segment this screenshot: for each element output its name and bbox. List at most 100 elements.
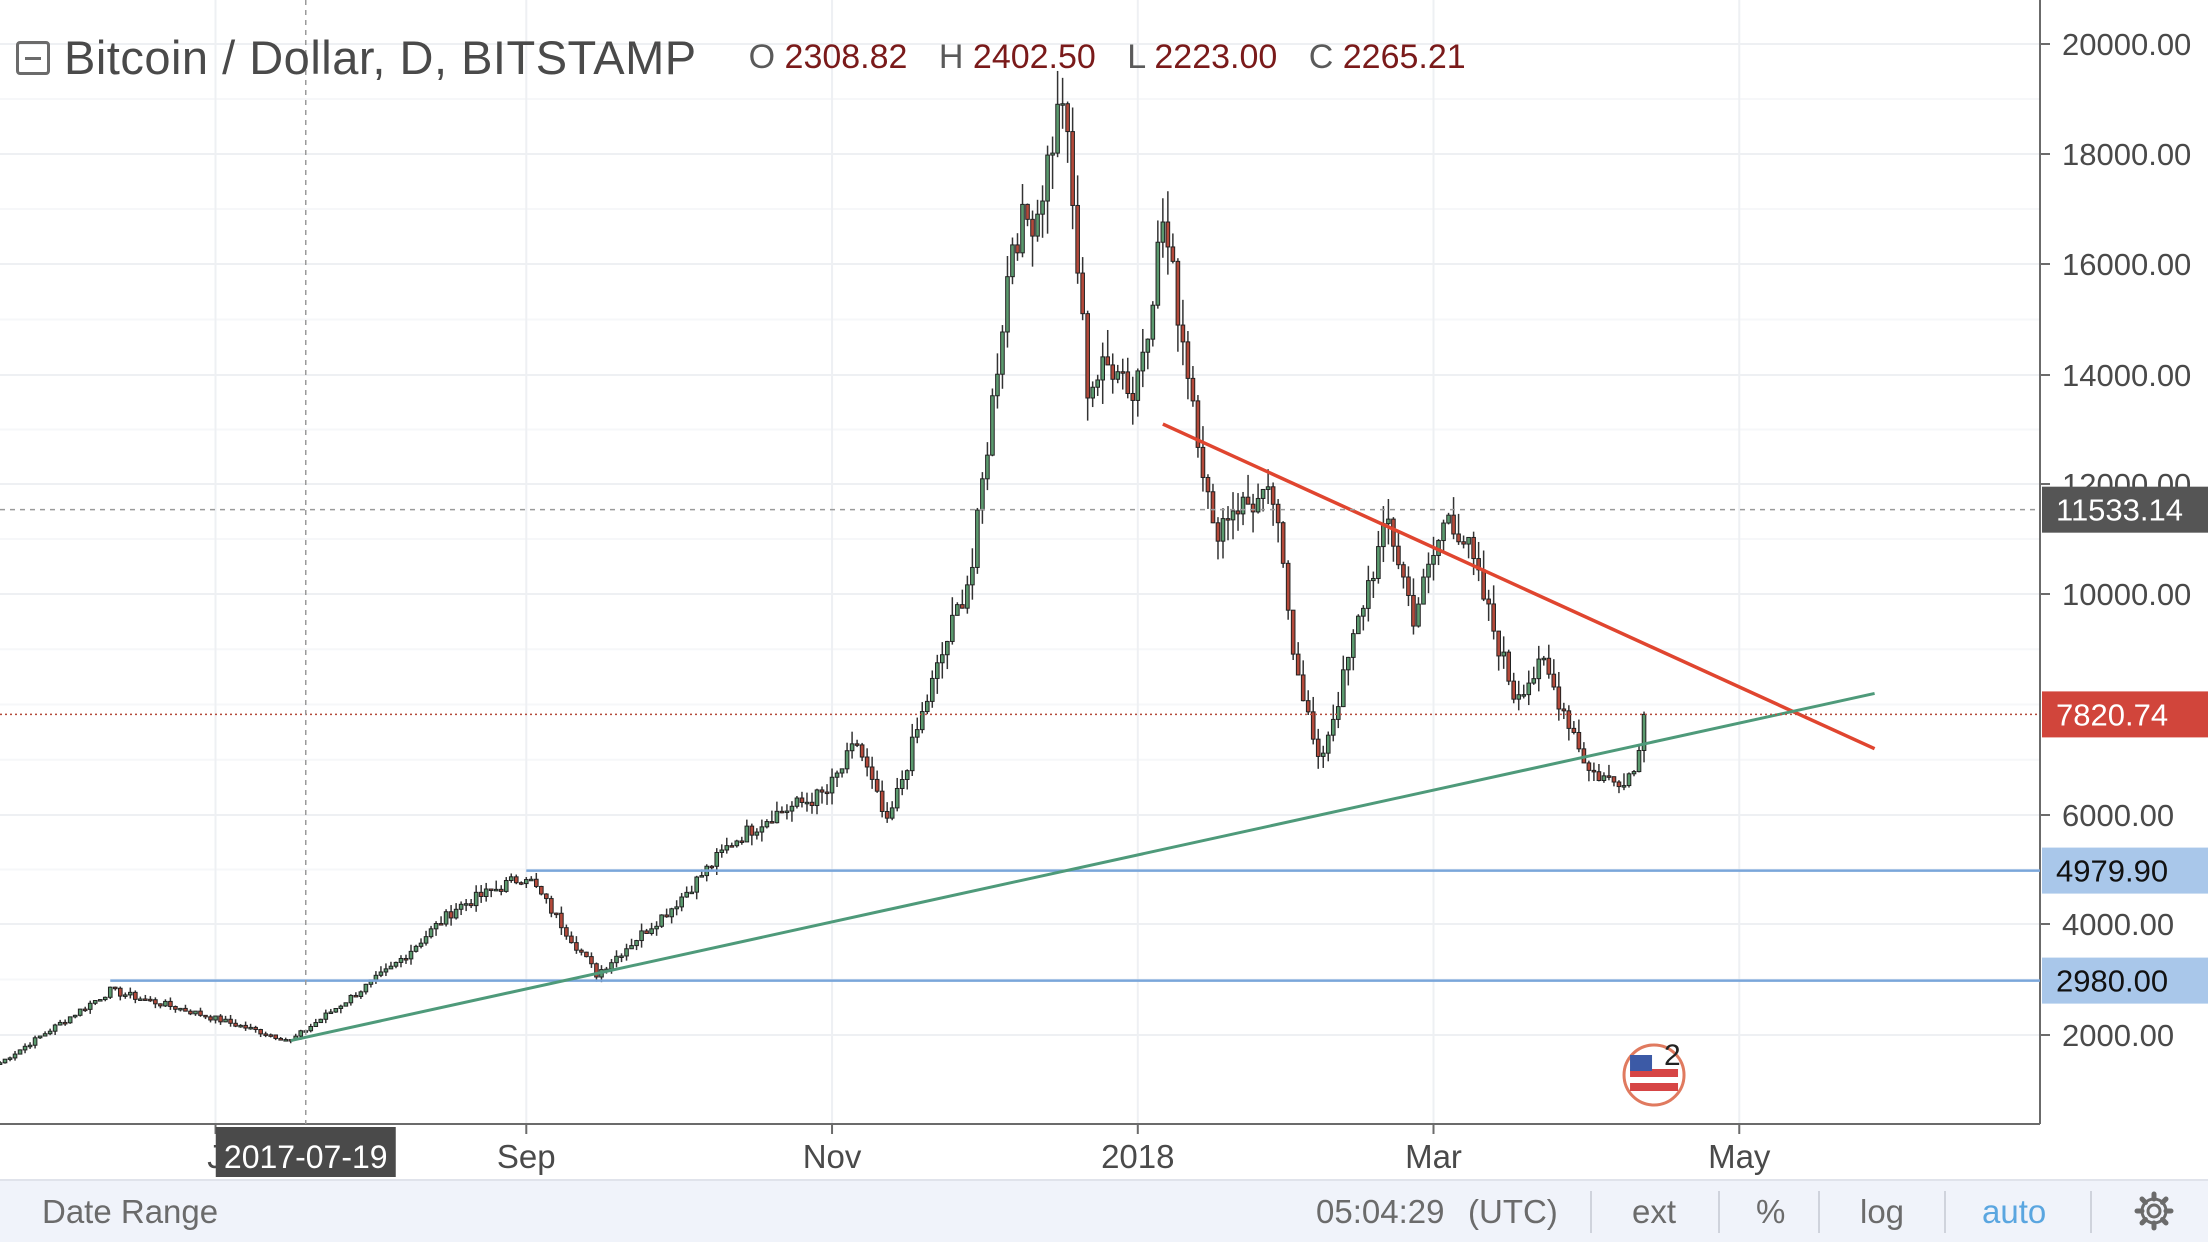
candle-body bbox=[839, 768, 845, 774]
candle bbox=[1200, 426, 1206, 492]
trendline-support bbox=[290, 691, 1875, 1043]
divider bbox=[2090, 1191, 2092, 1233]
candle-body bbox=[649, 928, 654, 934]
candle-body bbox=[569, 935, 574, 944]
candle-body bbox=[549, 898, 554, 914]
candle bbox=[899, 770, 905, 796]
candle bbox=[859, 742, 865, 762]
candle-body bbox=[458, 903, 464, 910]
candle bbox=[223, 1015, 228, 1023]
candle bbox=[854, 739, 860, 748]
candle-body bbox=[799, 797, 805, 803]
auto-toggle[interactable]: auto bbox=[1982, 1193, 2047, 1230]
candle-body bbox=[338, 1005, 344, 1010]
candle-body bbox=[724, 845, 730, 851]
candle-body bbox=[709, 865, 715, 869]
candle bbox=[22, 1043, 28, 1054]
candle bbox=[283, 1037, 289, 1042]
symbol-title[interactable]: Bitcoin / Dollar, D, BITSTAMP bbox=[64, 31, 697, 84]
candle bbox=[1010, 237, 1015, 285]
candle-body bbox=[1456, 533, 1461, 543]
candle bbox=[67, 1016, 73, 1024]
candle-body bbox=[1561, 708, 1567, 712]
candle-body bbox=[1120, 371, 1126, 374]
candle bbox=[1471, 531, 1476, 576]
candle bbox=[188, 1009, 193, 1016]
candle-body bbox=[218, 1015, 223, 1023]
candle bbox=[1596, 763, 1602, 782]
candle-body bbox=[328, 1011, 334, 1015]
candle-body bbox=[1155, 241, 1161, 306]
candle bbox=[498, 885, 504, 896]
candle-body bbox=[1105, 356, 1111, 366]
candle bbox=[1120, 358, 1126, 390]
candle bbox=[1255, 483, 1261, 514]
log-toggle[interactable]: log bbox=[1860, 1193, 1905, 1230]
candle bbox=[1055, 70, 1060, 158]
candle bbox=[990, 388, 995, 457]
candle bbox=[1155, 220, 1161, 309]
candle bbox=[1260, 488, 1266, 512]
candle bbox=[173, 1005, 178, 1013]
candle-body bbox=[1245, 496, 1251, 505]
candle bbox=[1501, 636, 1506, 669]
candles bbox=[0, 70, 1647, 1065]
candle bbox=[884, 802, 890, 823]
candle bbox=[1631, 770, 1637, 777]
divider bbox=[1590, 1191, 1592, 1233]
candle bbox=[1225, 506, 1231, 541]
close-value: 2265.21 bbox=[1342, 38, 1466, 76]
candle bbox=[1581, 742, 1587, 764]
candle bbox=[1075, 175, 1080, 284]
candle-body bbox=[1025, 203, 1030, 220]
candle bbox=[1310, 696, 1316, 745]
candle-body bbox=[965, 584, 970, 609]
candle bbox=[1491, 585, 1496, 640]
candle bbox=[824, 784, 830, 805]
candle bbox=[238, 1024, 243, 1028]
candle bbox=[1391, 517, 1396, 562]
date-range-button[interactable]: Date Range bbox=[42, 1193, 219, 1230]
timezone-button[interactable]: (UTC) bbox=[1468, 1193, 1558, 1230]
candle-body bbox=[909, 736, 915, 772]
candle-body bbox=[1150, 304, 1156, 340]
candle-body bbox=[1616, 781, 1622, 788]
candle-body bbox=[77, 1008, 83, 1016]
candle bbox=[378, 966, 384, 978]
percent-toggle[interactable]: % bbox=[1756, 1193, 1786, 1230]
candle bbox=[1376, 530, 1381, 584]
x-tick-label: 2018 bbox=[1101, 1138, 1174, 1175]
candle-body bbox=[869, 766, 875, 780]
ext-toggle[interactable]: ext bbox=[1632, 1193, 1677, 1230]
collapse-icon[interactable] bbox=[16, 40, 50, 75]
candle bbox=[1025, 203, 1030, 227]
candle bbox=[729, 842, 735, 848]
candle bbox=[1250, 493, 1256, 533]
settings-gear-icon[interactable] bbox=[2134, 1191, 2174, 1231]
y-tick-label: 4000.00 bbox=[2062, 907, 2174, 942]
candle-body bbox=[950, 614, 955, 642]
candle bbox=[1110, 353, 1116, 394]
candle bbox=[764, 819, 770, 829]
candle bbox=[559, 906, 564, 935]
candle bbox=[1195, 395, 1201, 458]
candle bbox=[1305, 690, 1311, 716]
trendline-resistance bbox=[1162, 422, 1876, 751]
candle-body bbox=[193, 1010, 198, 1015]
candle bbox=[1050, 136, 1055, 189]
candle bbox=[1105, 329, 1111, 366]
candle-body bbox=[819, 789, 825, 793]
candle bbox=[1180, 299, 1186, 366]
candle-body bbox=[774, 810, 780, 824]
candle bbox=[1551, 659, 1557, 691]
candle-body bbox=[1225, 518, 1231, 521]
divider bbox=[1818, 1191, 1820, 1233]
candle-body bbox=[1030, 218, 1035, 237]
candle-body bbox=[1145, 338, 1151, 353]
candle-body bbox=[173, 1006, 178, 1010]
candle-body bbox=[283, 1039, 289, 1042]
candle-body bbox=[223, 1018, 228, 1023]
candle-body bbox=[168, 1000, 173, 1008]
candle-body bbox=[1591, 769, 1597, 773]
